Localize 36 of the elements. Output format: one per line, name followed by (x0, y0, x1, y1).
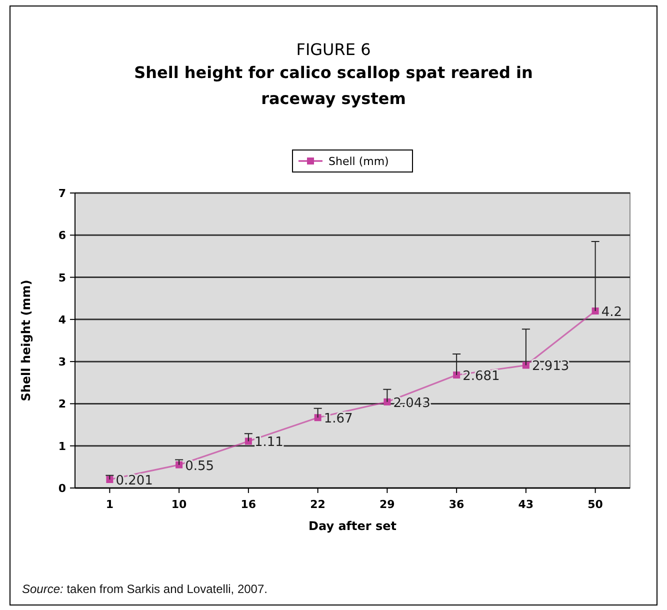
data-label: 2.681 (462, 369, 500, 384)
x-axis-title: Day after set (308, 519, 397, 533)
data-label: 1.67 (324, 412, 353, 427)
x-tick-label: 10 (171, 498, 188, 511)
y-tick-label: 6 (58, 229, 66, 242)
data-label: 2.913 (532, 359, 570, 374)
y-tick-label: 1 (58, 440, 66, 453)
x-tick-label: 22 (310, 498, 326, 511)
y-tick-label: 7 (58, 187, 66, 200)
y-tick-label: 3 (58, 356, 66, 369)
y-tick-label: 2 (58, 398, 66, 411)
y-tick-label: 4 (58, 313, 66, 326)
x-tick-label: 1 (106, 498, 114, 511)
x-tick-label: 16 (240, 498, 256, 511)
y-tick-label: 5 (58, 271, 66, 284)
source-note: Source: taken from Sarkis and Lovatelli, 2007. (22, 582, 268, 596)
point (453, 372, 460, 379)
chart-title: FIGURE 6 (296, 40, 371, 59)
chart-subtitle: Shell height for calico scallop spat reared in raceway system (133, 62, 534, 110)
point (106, 476, 114, 484)
data-label: 4.2 (601, 305, 622, 320)
y-axis-title: Shell height (mm) (19, 280, 33, 402)
x-tick-label: 43 (518, 498, 534, 511)
point (592, 308, 599, 314)
point (314, 414, 322, 422)
legend-label: Shell (mm) (328, 155, 389, 168)
data-label: 0.55 (185, 458, 214, 474)
y-tick-label: 0 (58, 482, 66, 495)
point (384, 398, 391, 406)
point (522, 362, 530, 369)
point (176, 461, 183, 468)
x-tick-label: 36 (448, 498, 465, 511)
data-label: 0.201 (116, 474, 153, 489)
x-tick-label: 50 (588, 498, 604, 511)
x-tick-label: 29 (380, 498, 395, 511)
point (244, 438, 252, 445)
